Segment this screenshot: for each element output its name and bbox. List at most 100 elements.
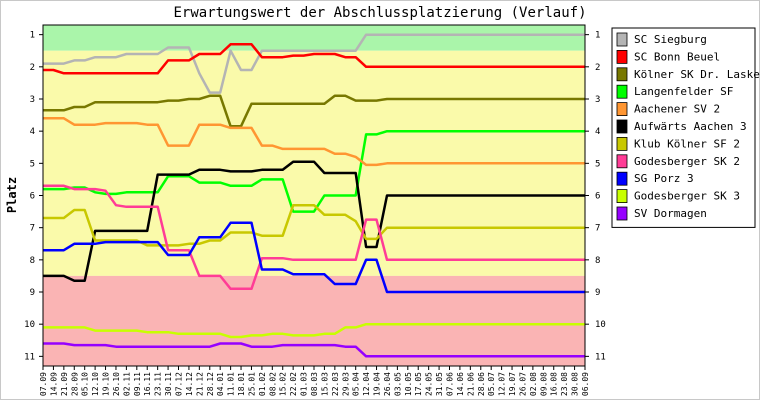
x-tick-label: 28.12 <box>206 372 215 396</box>
legend-swatch <box>616 171 628 186</box>
x-tick-label: 12.04 <box>362 372 371 396</box>
band-0 <box>43 25 585 51</box>
x-tick-label: 09.11 <box>133 372 142 396</box>
x-tick-label: 14.09 <box>49 372 58 396</box>
x-tick-label: 28.06 <box>477 372 486 396</box>
x-tick-label: 30.11 <box>164 372 173 396</box>
y-tick-label-right: 9 <box>595 288 600 298</box>
x-tick-label: 21.09 <box>60 372 69 396</box>
y-tick-label-right: 4 <box>595 127 600 137</box>
x-tick-label: 22.03 <box>331 372 340 396</box>
series-line <box>43 322 585 339</box>
x-tick-label: 11.01 <box>227 372 236 396</box>
y-tick-label-left: 1 <box>30 31 35 41</box>
x-tick-label: 08.02 <box>268 372 277 396</box>
x-tick-label: 29.03 <box>341 372 350 396</box>
y-tick-label-right: 8 <box>595 256 600 266</box>
legend-label: Klub Kölner SF 2 <box>634 137 740 150</box>
legend-swatch <box>616 189 628 204</box>
y-tick-label-right: 10 <box>595 320 606 330</box>
x-axis: 07.09 14.09 21.09 28.09 05.10 12.10 19.10 26.10… <box>39 366 590 396</box>
y-tick-label-right: 1 <box>595 31 600 41</box>
x-tick-label: 07.12 <box>175 372 184 396</box>
x-tick-label: 26.10 <box>112 372 121 396</box>
legend-label: Kölner SK Dr. Lasker <box>634 68 760 81</box>
series-line <box>43 342 585 358</box>
y-tick-label-left: 11 <box>24 352 35 362</box>
x-tick-label: 02.08 <box>529 372 538 396</box>
series-line <box>43 33 585 94</box>
x-tick-label: 01.02 <box>258 372 267 396</box>
y-tick-label-right: 11 <box>595 352 606 362</box>
legend-swatch <box>616 102 628 116</box>
x-tick-label: 19.07 <box>508 372 517 396</box>
series-line <box>43 160 585 283</box>
x-tick-label: 21.06 <box>466 372 475 396</box>
plot-lines <box>43 33 585 358</box>
x-tick-label: 26.07 <box>518 372 527 396</box>
x-tick-label: 14.12 <box>185 372 194 396</box>
series-line <box>43 94 585 128</box>
y-tick-label-right: 5 <box>595 159 600 169</box>
y-tick-label-right: 6 <box>595 192 600 202</box>
legend-swatch <box>616 119 628 134</box>
x-tick-label: 23.11 <box>154 372 163 396</box>
legend-box <box>611 27 756 228</box>
series-line <box>43 221 585 294</box>
legend-swatch <box>616 67 628 82</box>
legend-label: SC Siegburg <box>634 33 707 46</box>
band-2 <box>43 275 585 366</box>
legend-label: SG Porz 3 <box>634 172 694 185</box>
x-tick-label: 02.11 <box>122 372 131 396</box>
x-tick-label: 30.08 <box>571 372 580 396</box>
x-tick-label: 14.06 <box>456 372 465 396</box>
legend-label: Aufwärts Aachen 3 <box>634 120 747 133</box>
series-line <box>43 117 585 167</box>
x-tick-label: 23.08 <box>560 372 569 396</box>
x-tick-label: 22.02 <box>289 372 298 396</box>
x-tick-label: 25.01 <box>247 372 256 396</box>
x-tick-label: 18.01 <box>237 372 246 396</box>
series-line <box>43 203 585 247</box>
y-axis-left: 1 2 3 4 5 6 7 8 9 10 11 <box>24 31 43 362</box>
legend-label: Aachener SV 2 <box>634 103 720 116</box>
legend-label: SV Dormagen <box>634 207 707 220</box>
y-tick-label-left: 6 <box>30 192 35 202</box>
y-tick-label-right: 2 <box>595 63 600 73</box>
legend-swatch <box>616 136 628 151</box>
x-tick-label: 16.08 <box>550 372 559 396</box>
x-tick-label: 06.09 <box>581 372 590 396</box>
x-tick-label: 15.02 <box>279 372 288 396</box>
y-tick-label-left: 9 <box>30 288 35 298</box>
x-tick-label: 12.07 <box>498 372 507 396</box>
x-tick-label: 24.05 <box>425 372 434 396</box>
x-tick-label: 12.10 <box>91 372 100 396</box>
y-tick-label-left: 2 <box>30 63 35 73</box>
x-tick-label: 31.05 <box>435 372 444 396</box>
x-tick-label: 10.05 <box>404 372 413 396</box>
x-tick-label: 01.03 <box>300 372 309 396</box>
x-tick-label: 07.09 <box>39 372 48 396</box>
x-tick-label: 19.10 <box>102 372 111 396</box>
y-tick-label-left: 3 <box>30 95 35 105</box>
y-tick-label-right: 7 <box>595 224 600 234</box>
y-axis-label: Platz <box>5 177 19 213</box>
x-tick-label: 05.07 <box>487 372 496 396</box>
x-tick-label: 16.11 <box>143 372 152 396</box>
legend-swatch <box>616 50 628 64</box>
series-line <box>43 43 585 75</box>
x-tick-label: 04.01 <box>216 372 225 396</box>
x-tick-label: 05.10 <box>81 372 90 396</box>
x-tick-label: 17.05 <box>414 372 423 396</box>
y-tick-label-left: 8 <box>30 256 35 266</box>
x-tick-label: 07.06 <box>446 372 455 396</box>
x-tick-label: 21.12 <box>195 372 204 396</box>
legend-label: Langenfelder SF <box>634 85 733 98</box>
legend-label: Godesberger SK 2 <box>634 155 740 168</box>
y-tick-label-left: 10 <box>24 320 35 330</box>
series-line <box>43 129 585 213</box>
legend-swatch <box>616 84 628 99</box>
y-tick-label-left: 4 <box>30 127 35 137</box>
y-axis-right: 1 2 3 4 5 6 7 8 9 10 11 <box>585 31 606 362</box>
